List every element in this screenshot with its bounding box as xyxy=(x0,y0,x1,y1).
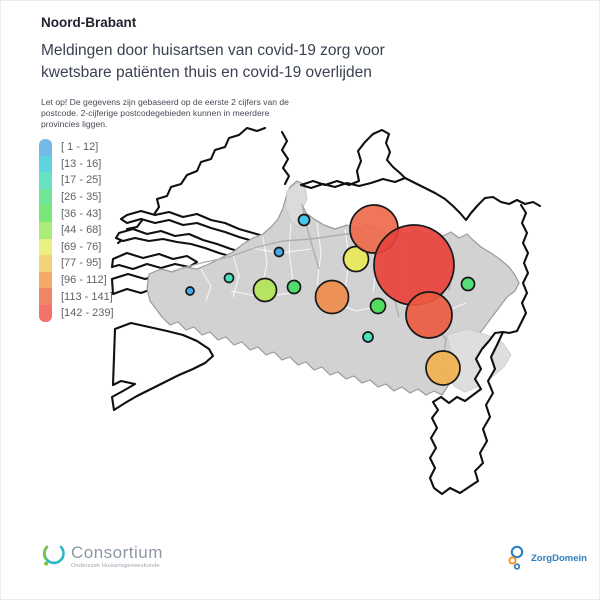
page-title: Noord-Brabant xyxy=(41,15,137,30)
legend-label: [77 - 95] xyxy=(61,257,102,270)
data-bubble[interactable] xyxy=(286,279,302,295)
legend-row: [13 - 16] xyxy=(39,155,114,173)
data-bubble[interactable] xyxy=(373,224,455,306)
data-bubble[interactable] xyxy=(425,350,461,386)
disclaimer-note: Let op! De gegevens zijn gebaseerd op de… xyxy=(41,96,289,130)
legend-swatch xyxy=(39,271,52,289)
data-bubble[interactable] xyxy=(342,245,370,273)
legend-label: [96 - 112] xyxy=(61,274,107,287)
data-bubble[interactable] xyxy=(297,213,311,227)
legend-swatch xyxy=(39,221,52,239)
data-bubble[interactable] xyxy=(223,272,235,284)
zorgdomein-name: ZorgDomein xyxy=(531,552,587,564)
data-bubble[interactable] xyxy=(314,279,350,315)
legend-label: [113 - 141] xyxy=(61,290,113,303)
legend-swatch xyxy=(39,238,52,256)
legend-swatch xyxy=(39,172,52,189)
legend-row: [26 - 35] xyxy=(39,188,114,206)
legend-row: [96 - 112] xyxy=(39,271,114,289)
legend-swatch xyxy=(39,255,52,272)
zorgdomein-logo[interactable]: ZorgDomein xyxy=(506,545,587,571)
legend-swatch xyxy=(39,155,52,173)
legend-row: [113 - 141] xyxy=(39,288,114,305)
island-1 xyxy=(110,251,199,271)
legend-swatch xyxy=(39,139,52,156)
legend-row: [44 - 68] xyxy=(39,221,114,239)
data-bubble[interactable] xyxy=(185,286,195,296)
legend-label: [44 - 68] xyxy=(61,224,102,237)
legend-row: [77 - 95] xyxy=(39,255,114,272)
page-subtitle: Meldingen door huisartsen van covid-19 z… xyxy=(41,42,385,82)
consortium-stethoscope-icon xyxy=(42,545,65,566)
coastline-northwest xyxy=(116,126,267,245)
legend-row: [17 - 25] xyxy=(39,172,114,189)
legend-swatch xyxy=(39,288,52,305)
consortium-logo[interactable]: Consortium Onderzoek Huisartsgeneeskunde xyxy=(41,544,163,574)
legend-row: [69 - 76] xyxy=(39,238,114,256)
legend-row: [ 1 - 12] xyxy=(39,139,114,156)
data-bubbles xyxy=(185,204,476,386)
legend-label: [13 - 16] xyxy=(61,157,102,170)
legend-swatch xyxy=(39,188,52,206)
legend: [ 1 - 12] [13 - 16] [17 - 25] [26 - 35] [36 … xyxy=(39,139,114,322)
limburg-lobe xyxy=(428,330,505,496)
legend-label: [26 - 35] xyxy=(61,191,102,204)
consortium-text: Consortium Onderzoek Huisartsgeneeskunde xyxy=(71,544,163,569)
island-3 xyxy=(110,321,215,412)
header: Noord-Brabant Meldingen door huisartsen … xyxy=(41,15,401,130)
data-bubble[interactable] xyxy=(405,291,453,339)
consortium-subtitle: Onderzoek Huisartsgeneeskunde xyxy=(71,563,160,569)
legend-label: [17 - 25] xyxy=(61,174,102,187)
legend-swatch xyxy=(39,205,52,222)
data-bubble[interactable] xyxy=(273,246,285,258)
maas-border-east xyxy=(403,176,542,222)
data-bubble[interactable] xyxy=(252,277,278,303)
east-border xyxy=(501,203,530,335)
bommelerwaard-outline xyxy=(299,128,407,190)
legend-label: [ 1 - 12] xyxy=(61,141,99,154)
consortium-name: Consortium xyxy=(71,543,163,562)
river-squiggle-north xyxy=(280,130,291,186)
zorgdomein-circles-icon xyxy=(508,545,524,570)
legend-label: [69 - 76] xyxy=(61,240,102,253)
legend-label: [36 - 43] xyxy=(61,207,102,220)
data-bubble[interactable] xyxy=(362,331,374,343)
legend-swatch xyxy=(39,304,52,322)
data-bubble[interactable] xyxy=(369,297,387,315)
data-bubble[interactable] xyxy=(460,276,476,292)
legend-label: [142 - 239] xyxy=(61,307,114,320)
legend-row: [142 - 239] xyxy=(39,304,114,322)
legend-row: [36 - 43] xyxy=(39,205,114,222)
